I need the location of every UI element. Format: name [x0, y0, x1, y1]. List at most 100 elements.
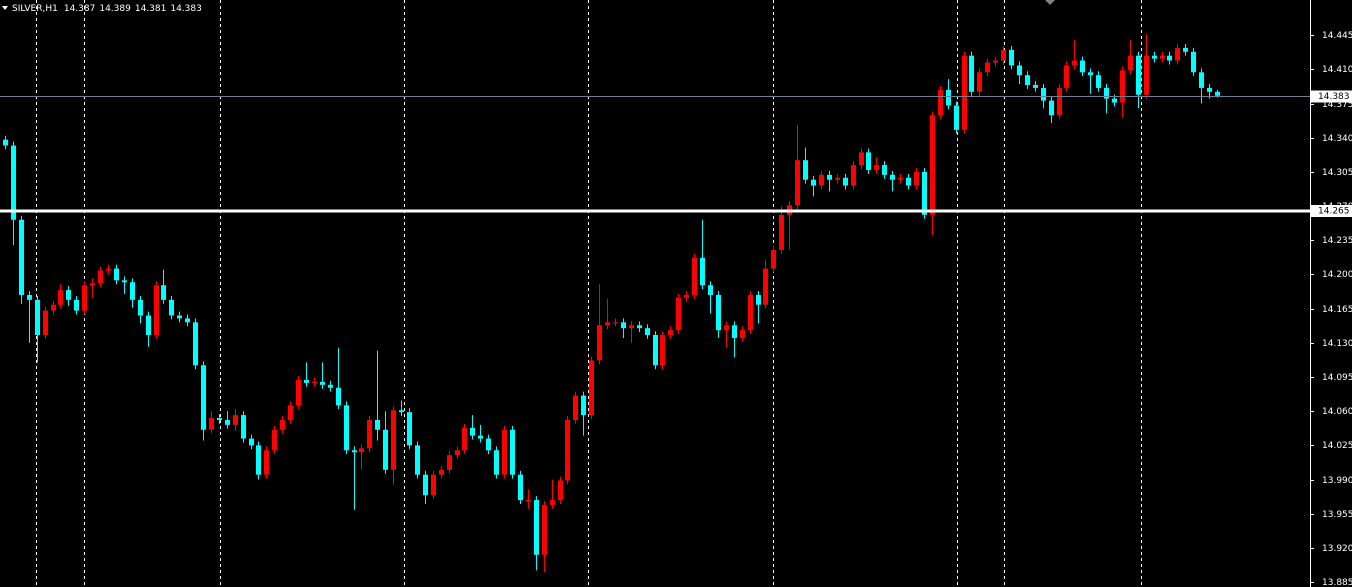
candle-body	[938, 89, 943, 116]
candle-body	[763, 268, 768, 305]
candle-body	[700, 257, 705, 286]
candle-body	[621, 322, 626, 329]
candle-body	[946, 89, 951, 106]
candle-body	[550, 500, 555, 505]
y-tick-label: 13.990	[1322, 476, 1352, 486]
y-tick-label: 14.340	[1322, 134, 1352, 144]
candle-body	[692, 257, 697, 295]
candle-body	[518, 474, 523, 501]
candle-body	[724, 325, 729, 331]
candle-body	[795, 160, 800, 206]
candle-body	[771, 250, 776, 269]
candle-body	[193, 322, 198, 366]
y-tick-label: 14.235	[1322, 236, 1352, 246]
candle-body	[827, 174, 832, 180]
candle-body	[1104, 87, 1109, 99]
shift-marker	[1045, 0, 1055, 5]
candle-body	[154, 285, 159, 336]
candle-body	[296, 379, 301, 406]
candle-body	[35, 299, 40, 336]
candle-body	[866, 152, 871, 170]
candle-body	[1191, 51, 1196, 73]
candle-body	[201, 365, 206, 430]
candle-body	[668, 330, 673, 336]
candle-body	[114, 268, 119, 281]
candle-body	[653, 335, 658, 366]
candle-body	[740, 330, 745, 338]
candle-body	[58, 290, 63, 305]
candle-body	[66, 290, 71, 300]
candle-body	[439, 469, 444, 475]
candle-body	[217, 418, 222, 420]
candle-body	[716, 294, 721, 331]
candle-body	[423, 474, 428, 496]
candle-body	[859, 152, 864, 166]
candle-body	[130, 282, 135, 300]
candle-body	[106, 268, 111, 271]
candle-body	[225, 419, 230, 425]
bid-label: 14.383	[1318, 92, 1350, 102]
candle-body	[1167, 55, 1172, 61]
candle-body	[1017, 65, 1022, 76]
candle-body	[272, 429, 277, 451]
bid-label-box	[1311, 90, 1352, 103]
candle-body	[478, 435, 483, 439]
candle-body	[1160, 55, 1165, 59]
candle-body	[962, 55, 967, 130]
last-open: 14.387	[64, 4, 96, 14]
candle-body	[1128, 55, 1133, 71]
candle-body	[249, 438, 254, 446]
candle-body	[708, 285, 713, 295]
y-tick-label: 14.095	[1322, 373, 1352, 383]
candle-body	[1009, 49, 1014, 66]
candle-body	[1096, 75, 1101, 88]
candle-body	[1136, 55, 1141, 95]
candle-body	[1057, 87, 1062, 116]
candle-body	[1207, 87, 1212, 92]
chart-header: SILVER,H1 14.387 14.389 14.381 14.383	[12, 4, 202, 14]
y-tick-label: 14.375	[1322, 100, 1352, 110]
candle-body	[732, 325, 737, 338]
candle-body	[510, 429, 515, 475]
candle-body	[415, 445, 420, 475]
candle-body	[581, 395, 586, 416]
y-tick-label: 14.445	[1322, 31, 1352, 41]
candle-body	[803, 160, 808, 180]
candle-body	[1215, 91, 1220, 96]
candle-body	[684, 294, 689, 298]
candle-body	[985, 62, 990, 73]
candle-body	[1064, 65, 1069, 88]
candle-body	[1175, 47, 1180, 61]
candle-body	[930, 115, 935, 215]
level-label-box	[1311, 205, 1352, 217]
y-tick-label: 14.200	[1322, 270, 1352, 280]
candle-body	[597, 325, 602, 361]
last-close: 14.383	[170, 4, 202, 14]
candle-body	[534, 500, 539, 555]
candle-body	[352, 450, 357, 453]
candle-body	[74, 299, 79, 311]
candle-body	[43, 310, 48, 336]
y-tick-label: 13.920	[1322, 544, 1352, 554]
candle-body	[605, 322, 610, 326]
candle-body	[455, 450, 460, 456]
candle-body	[328, 384, 333, 388]
candle-body	[874, 165, 879, 170]
candle-body	[233, 415, 238, 425]
y-tick-label: 14.130	[1322, 339, 1352, 349]
candle-body	[399, 410, 404, 413]
candle-body	[470, 427, 475, 436]
candle-body	[613, 322, 618, 324]
candle-body	[676, 297, 681, 331]
candle-body	[629, 325, 634, 329]
candle-body	[256, 445, 261, 475]
candle-body	[1025, 75, 1030, 85]
candle-body	[51, 304, 56, 311]
candle-body	[209, 418, 214, 430]
candle-body	[288, 405, 293, 420]
candle-body	[391, 410, 396, 470]
candle-body	[447, 455, 452, 470]
candle-body	[241, 415, 246, 439]
